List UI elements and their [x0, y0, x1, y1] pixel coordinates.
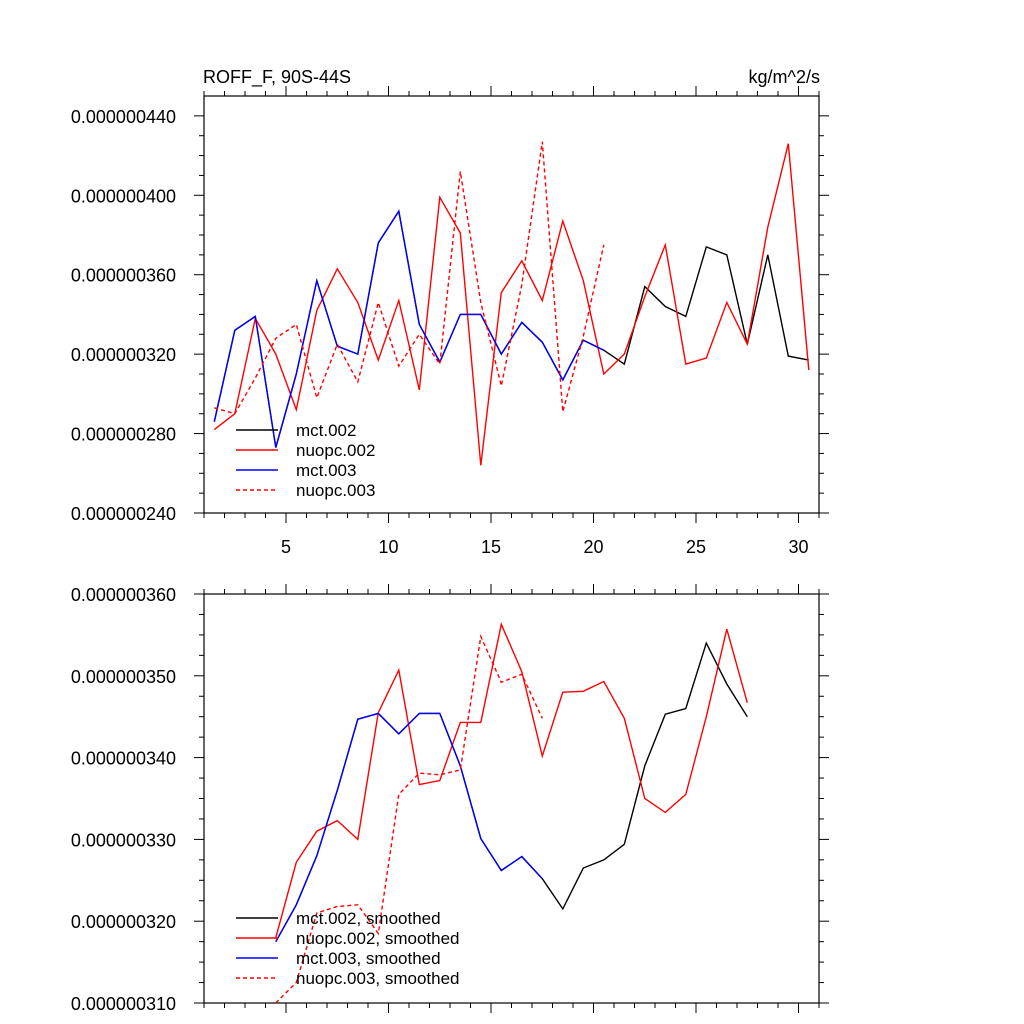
top-x-tick-label: 25: [686, 537, 706, 557]
top-y-tick-label: 0.000000440: [71, 107, 176, 127]
bottom-series-nuopc-003-smoothed: [275, 634, 543, 1004]
top-y-tick-label: 0.000000240: [71, 504, 176, 524]
bottom-y-tick-label: 0.000000320: [71, 912, 176, 932]
top-legend-label: nuopc.002: [296, 441, 375, 460]
bottom-y-tick-label: 0.000000330: [71, 830, 176, 850]
bottom-series-mct-002-smoothed: [275, 641, 748, 943]
top-legend-label: mct.003: [296, 461, 356, 480]
bottom-series-mct-003-smoothed: [275, 712, 543, 943]
top-title-right: kg/m^2/s: [749, 67, 820, 87]
top-legend-label: nuopc.003: [296, 481, 375, 500]
bottom-series: [275, 621, 748, 1004]
top-x-tick-label: 10: [378, 537, 398, 557]
bottom-legend-label: mct.002, smoothed: [296, 909, 441, 928]
bottom-panel: 0.000000310 0.000000320 0.000000330 0.00000…: [71, 584, 829, 1014]
top-y-tick-label: 0.000000280: [71, 425, 176, 445]
top-ticks: 5 10 15 20 25 30 0.000000240 0.000000280 0.00000…: [71, 86, 829, 557]
top-legend-label: mct.002: [296, 421, 356, 440]
top-y-tick-label: 0.000000360: [71, 266, 176, 286]
bottom-y-tick-label: 0.000000350: [71, 667, 176, 687]
top-title-left: ROFF_F, 90S-44S: [203, 67, 351, 88]
top-x-tick-label: 30: [788, 537, 808, 557]
bottom-ticks: 0.000000310 0.000000320 0.000000330 0.00000…: [71, 584, 829, 1014]
bottom-legend-label: nuopc.002, smoothed: [296, 929, 460, 948]
bottom-legend-label: mct.003, smoothed: [296, 949, 441, 968]
top-series-mct-002: [213, 209, 809, 448]
top-x-tick-label: 5: [281, 537, 291, 557]
bottom-series-nuopc-002-smoothed: [275, 621, 748, 938]
top-series-nuopc-002: [213, 143, 810, 466]
top-x-tick-label: 20: [583, 537, 603, 557]
top-series-nuopc-003: [214, 141, 605, 415]
top-series: [213, 141, 810, 466]
bottom-y-tick-label: 0.000000340: [71, 749, 176, 769]
top-y-tick-label: 0.000000400: [71, 186, 176, 206]
top-x-tick-label: 15: [481, 537, 501, 557]
bottom-y-tick-label: 0.000000360: [71, 585, 176, 605]
bottom-legend-label: nuopc.003, smoothed: [296, 969, 460, 988]
top-panel: ROFF_F, 90S-44S kg/m^2/s 5 10 15 20 25 30 0.00…: [71, 67, 829, 557]
top-y-tick-label: 0.000000320: [71, 345, 176, 365]
bottom-y-tick-label: 0.000000310: [71, 994, 176, 1014]
top-series-mct-003: [213, 209, 605, 448]
